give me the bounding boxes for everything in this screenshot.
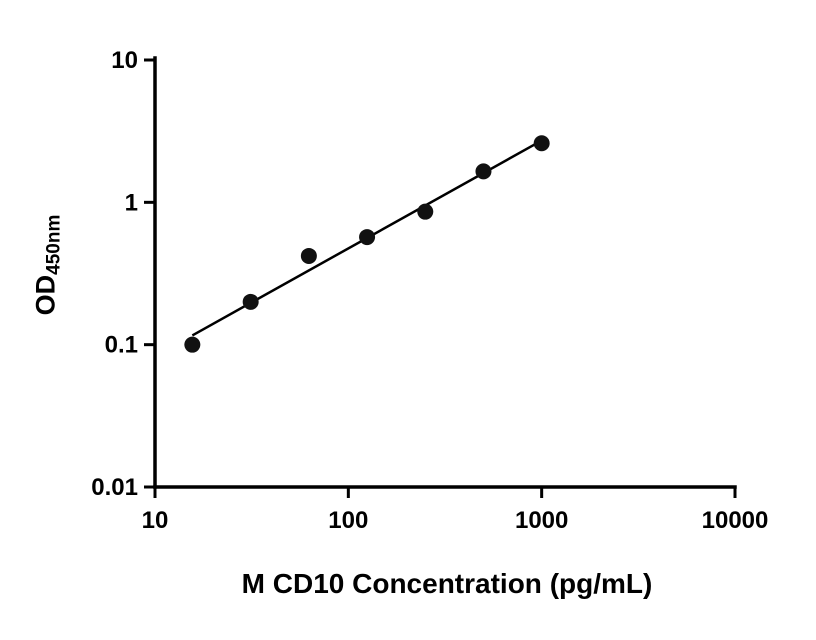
x-tick-label: 1000: [515, 507, 568, 534]
y-tick-label: 0.1: [105, 332, 138, 359]
y-tick-label: 10: [111, 47, 138, 74]
y-axis-title-subscript: 450nm: [43, 214, 65, 275]
data-point: [417, 203, 434, 220]
x-axis-title: M CD10 Concentration (pg/mL): [241, 568, 653, 599]
x-tick-label: 10: [142, 507, 169, 534]
y-tick-label: 0.01: [91, 474, 138, 501]
data-point: [533, 135, 550, 152]
x-tick-label: 10000: [702, 507, 769, 534]
data-point: [359, 229, 376, 246]
y-axis-title: OD450nm: [30, 214, 65, 316]
x-tick-label: 100: [328, 507, 368, 534]
y-axis-title-main: OD: [30, 274, 61, 316]
data-point: [242, 293, 259, 310]
data-point: [475, 163, 492, 180]
data-point: [184, 336, 201, 353]
y-tick-label: 1: [125, 189, 138, 216]
data-point: [300, 247, 317, 264]
